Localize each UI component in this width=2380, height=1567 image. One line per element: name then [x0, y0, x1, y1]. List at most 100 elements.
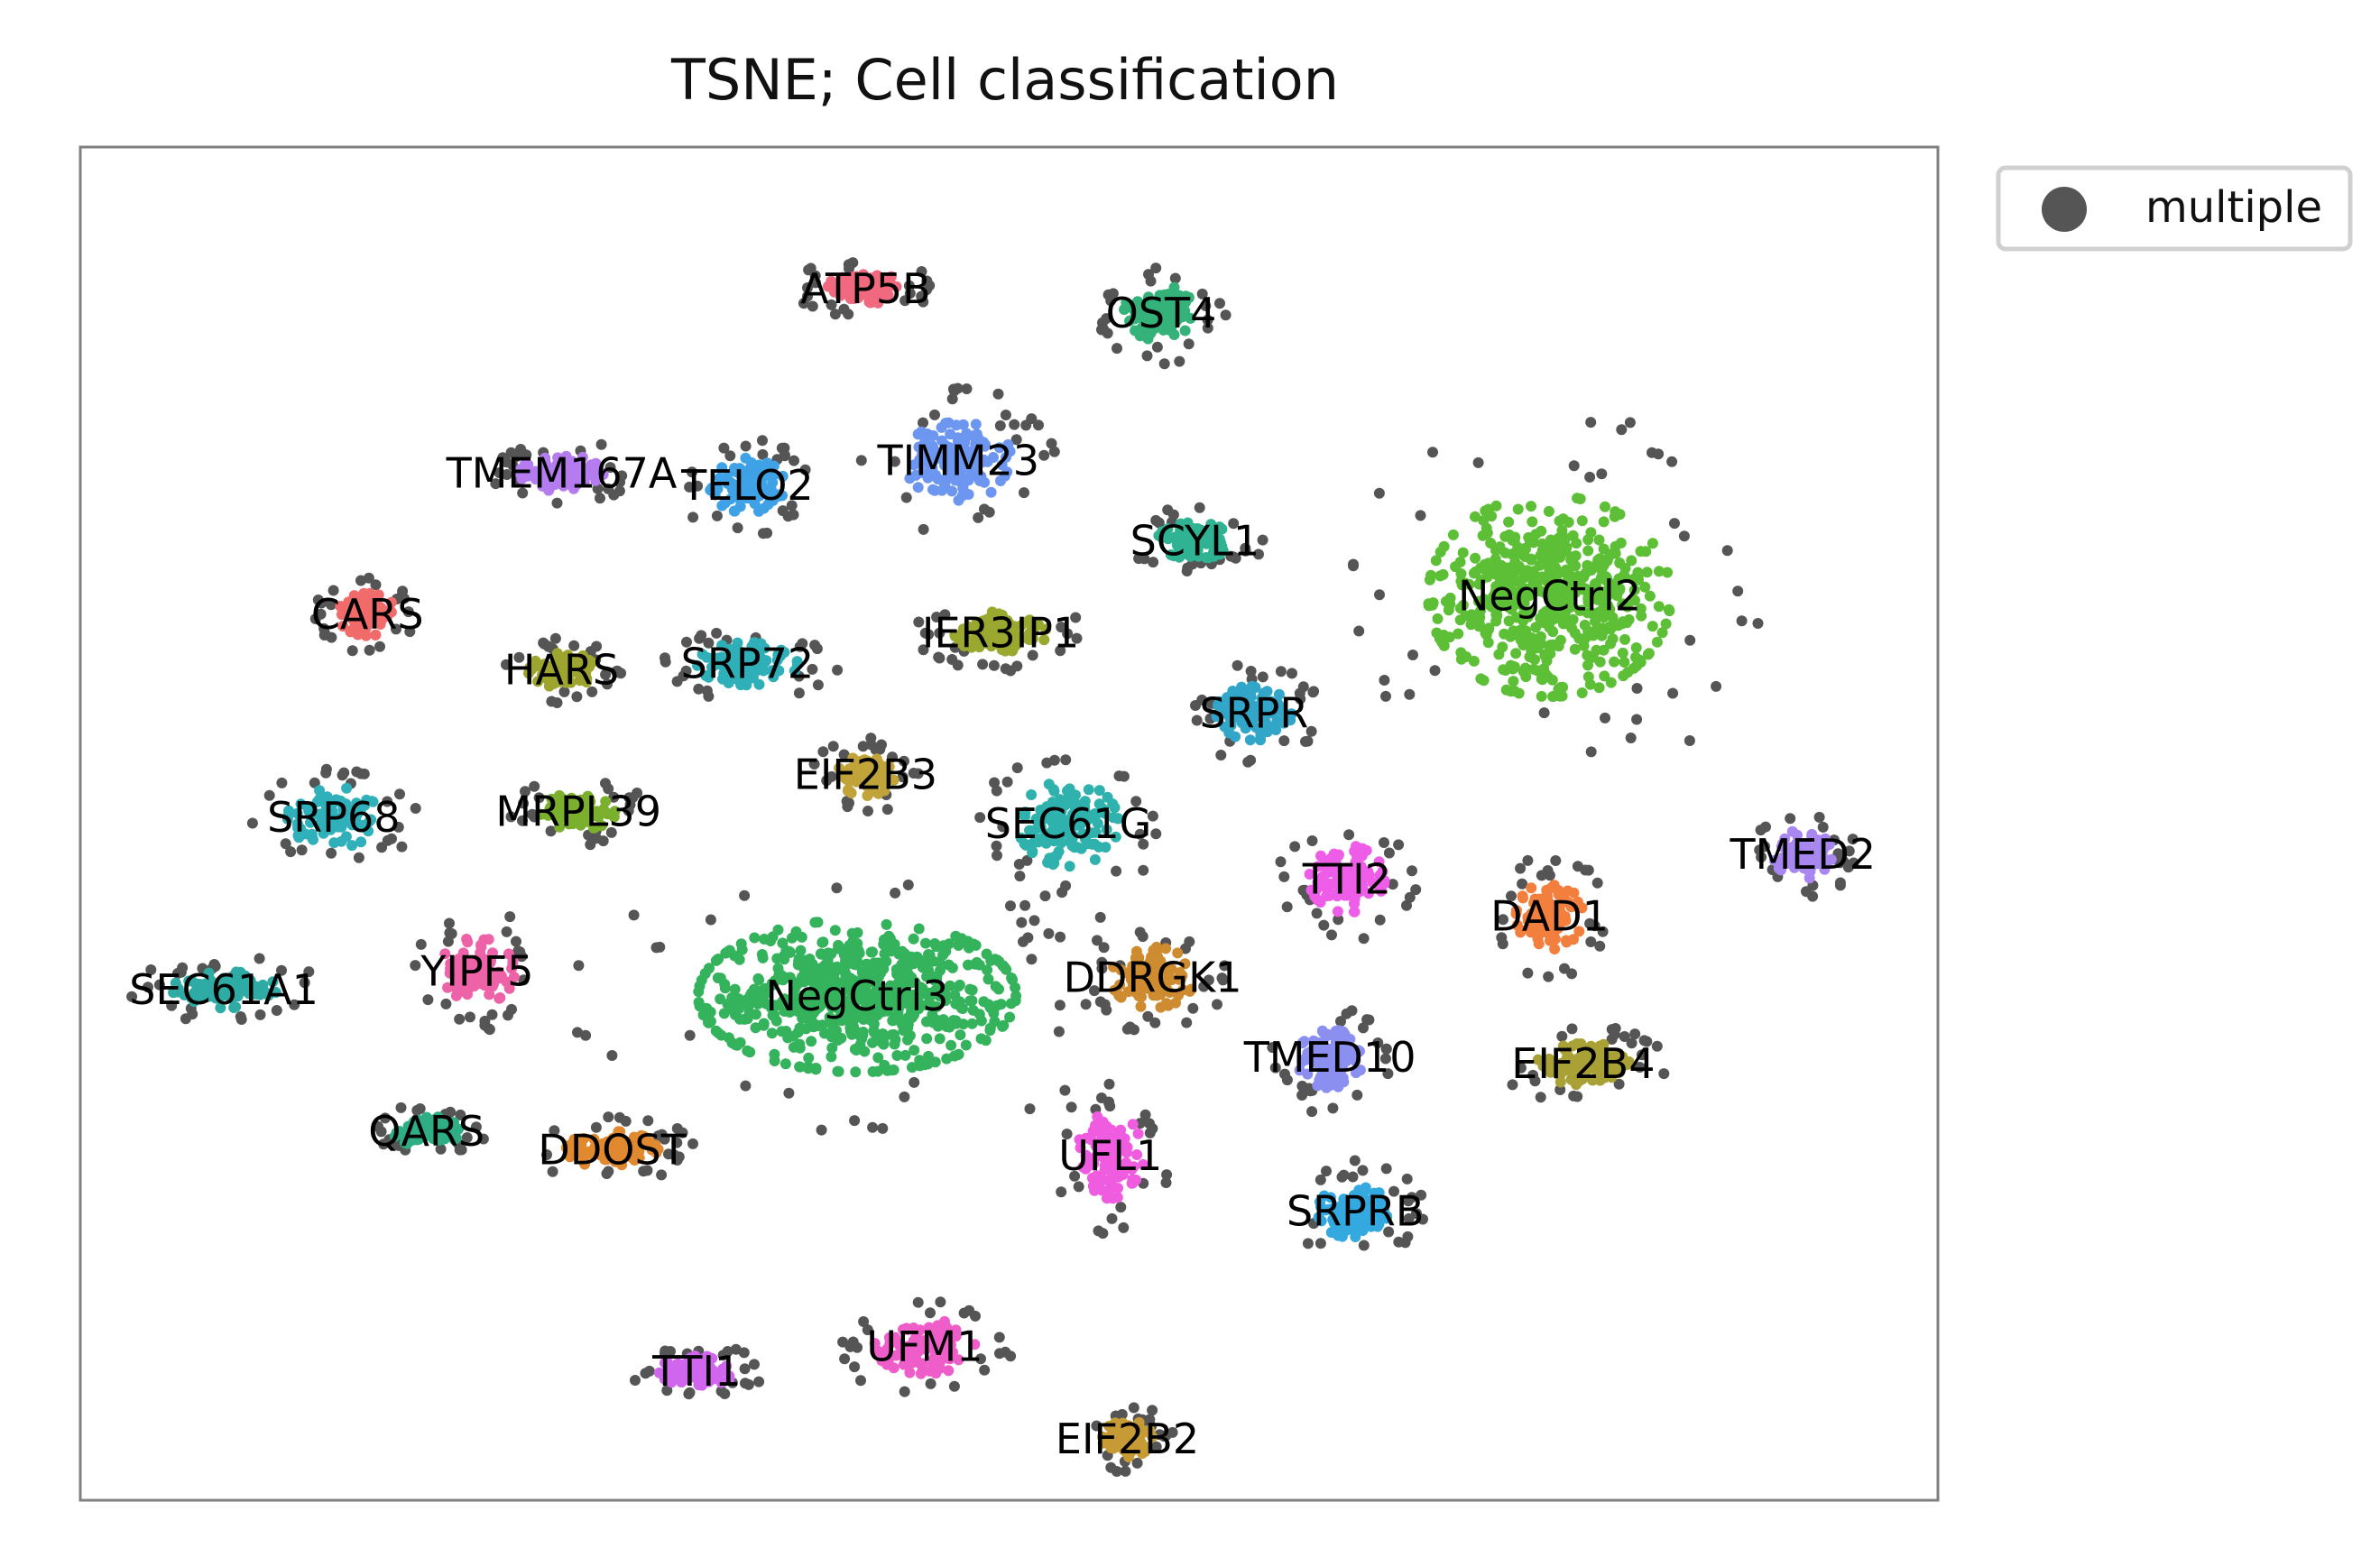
point-atp5b — [890, 281, 902, 292]
point-negctrl2 — [1599, 670, 1610, 682]
point-negctrl3 — [913, 923, 925, 935]
point-multiple — [1684, 634, 1696, 646]
point-ddrgk1 — [1135, 1000, 1147, 1012]
point-negctrl2 — [1590, 582, 1601, 594]
point-multiple — [931, 612, 943, 622]
point-negctrl3 — [850, 1066, 862, 1078]
point-negctrl2 — [1430, 555, 1442, 567]
point-multiple — [280, 838, 291, 850]
point-negctrl3 — [908, 933, 919, 945]
point-multiple — [841, 796, 853, 807]
point-negctrl3 — [896, 1019, 908, 1030]
point-ufl1 — [1092, 1111, 1103, 1122]
point-multiple — [1055, 645, 1066, 657]
point-timm23 — [914, 454, 926, 465]
point-multiple — [1026, 954, 1038, 965]
point-multiple — [1253, 548, 1264, 560]
point-multiple — [935, 1296, 946, 1308]
point-multiple — [934, 652, 946, 664]
point-multiple — [1111, 1466, 1122, 1477]
point-multiple — [1732, 585, 1744, 597]
point-multiple — [1059, 1084, 1071, 1096]
point-multiple — [630, 1375, 641, 1386]
point-negctrl3 — [734, 1013, 745, 1025]
point-negctrl2 — [1513, 687, 1525, 699]
point-negctrl2 — [1468, 567, 1480, 579]
point-negctrl2 — [1447, 529, 1459, 540]
point-multiple — [1038, 449, 1050, 461]
point-multiple — [1147, 810, 1158, 822]
point-multiple — [504, 911, 516, 923]
point-timm23 — [912, 482, 924, 493]
point-sec61g — [1054, 794, 1065, 806]
point-negctrl3 — [749, 932, 761, 944]
point-multiple — [1053, 1026, 1065, 1037]
point-multiple — [1415, 510, 1426, 521]
point-multiple — [1134, 926, 1146, 938]
point-negctrl2 — [1536, 545, 1548, 557]
point-negctrl2 — [1629, 595, 1640, 606]
point-negctrl3 — [794, 1038, 806, 1050]
point-negctrl2 — [1434, 570, 1446, 582]
point-timm23 — [993, 442, 1005, 454]
point-multiple — [887, 751, 898, 763]
point-multiple — [1103, 1078, 1115, 1090]
point-multiple — [1736, 615, 1748, 627]
point-negctrl3 — [758, 1019, 770, 1031]
cluster-atp5b — [798, 257, 936, 320]
point-sec61g — [1099, 807, 1111, 819]
point-negctrl3 — [801, 961, 813, 972]
point-negctrl2 — [1525, 634, 1536, 646]
point-negctrl2 — [1454, 614, 1466, 626]
point-multiple — [1214, 298, 1225, 309]
point-negctrl3 — [978, 996, 990, 1008]
point-negctrl3 — [1004, 1011, 1016, 1023]
point-negctrl2 — [1594, 553, 1606, 565]
point-multiple — [1542, 865, 1554, 876]
point-negctrl2 — [1651, 636, 1663, 648]
point-negctrl2 — [1570, 586, 1582, 598]
point-multiple — [779, 442, 790, 454]
point-multiple — [758, 528, 769, 539]
point-negctrl2 — [1609, 656, 1620, 668]
point-sec61g — [1019, 811, 1030, 823]
point-multiple — [595, 438, 607, 450]
point-negctrl2 — [1548, 563, 1560, 575]
point-negctrl2 — [1582, 659, 1593, 671]
point-negctrl3 — [881, 918, 892, 930]
point-multiple — [913, 616, 925, 628]
point-multiple — [684, 481, 696, 493]
point-multiple — [918, 644, 929, 656]
point-negctrl2 — [1527, 537, 1539, 548]
point-negctrl2 — [1525, 606, 1536, 618]
point-multiple — [899, 755, 909, 767]
point-negctrl2 — [1463, 578, 1475, 590]
cluster-label-timm23: TIMM23 — [877, 437, 1040, 485]
point-multiple — [1019, 487, 1029, 499]
point-multiple — [1121, 1023, 1133, 1035]
point-negctrl2 — [1508, 567, 1520, 578]
point-sec61g — [1065, 836, 1077, 848]
point-ost4 — [1131, 303, 1143, 315]
point-ost4 — [1155, 311, 1167, 323]
point-multiple — [337, 770, 348, 781]
point-negctrl2 — [1598, 644, 1610, 656]
point-multiple — [611, 666, 623, 677]
point-negctrl2 — [1496, 595, 1508, 607]
cluster-tmem167a — [490, 438, 628, 509]
point-tmem167a — [543, 484, 555, 496]
point-multiple — [1380, 1163, 1392, 1175]
point-multiple — [918, 523, 929, 535]
point-negctrl2 — [1591, 624, 1602, 636]
point-negctrl2 — [1453, 628, 1464, 640]
point-srp72 — [692, 659, 703, 671]
point-negctrl2 — [1529, 654, 1540, 665]
point-negctrl2 — [1517, 598, 1528, 610]
point-multiple — [1785, 813, 1796, 825]
point-hars — [532, 676, 544, 687]
point-srp72 — [734, 646, 746, 658]
point-negctrl2 — [1653, 566, 1665, 577]
point-negctrl3 — [960, 1039, 972, 1051]
point-negctrl2 — [1615, 537, 1627, 548]
point-multiple — [320, 767, 332, 779]
